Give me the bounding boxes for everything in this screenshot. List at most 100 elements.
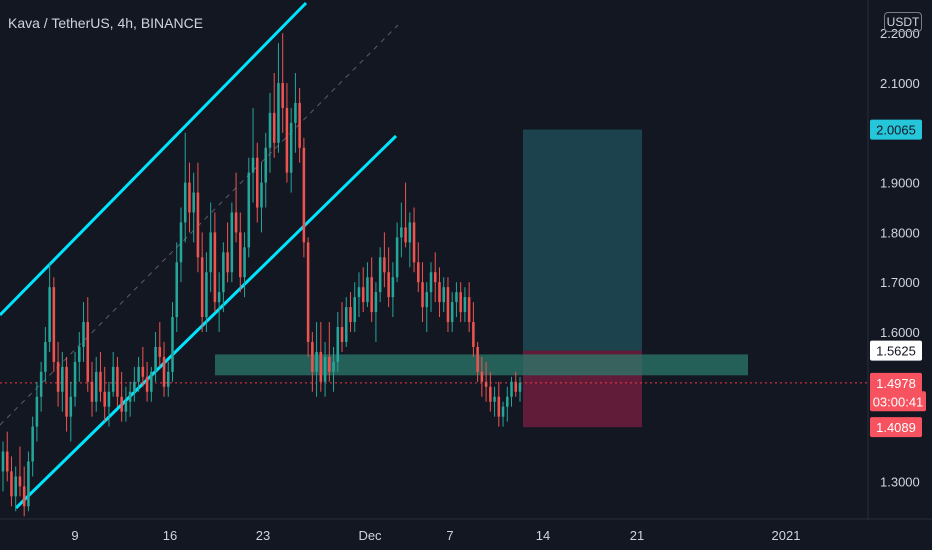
symbol-title[interactable]: Kava / TetherUS, 4h, BINANCE [8,15,204,31]
candle-body [319,351,323,382]
candle-body [298,102,301,148]
time-tick-label: 2021 [772,528,801,543]
candle-body [111,366,115,392]
candle-body [455,292,458,303]
candle-body [438,282,441,303]
time-tick-label: 16 [163,528,177,543]
candle-body [467,297,471,323]
price-tick-label: 1.9000 [880,176,920,191]
candle-body [344,307,348,342]
candle-body [120,396,123,412]
price-label-target: 2.0065 [870,119,922,140]
candle-body [200,257,204,318]
candle-body [387,272,390,298]
candle-body [128,391,132,402]
candle-body [217,292,221,303]
candle-body [192,192,195,213]
candle-body [243,247,246,278]
candle-body [48,287,51,342]
candle-body [39,371,43,397]
candle-body [264,147,268,183]
candle-body [412,222,416,263]
candle-body [107,391,111,407]
candle-body [506,396,509,407]
candle-body [497,396,501,417]
price-label-countdown: 03:00:41 [870,391,926,412]
candle-body [340,327,344,342]
channel-upper-line[interactable] [0,1,308,317]
candle-body [52,287,56,362]
candle-body [323,356,327,382]
candle-body [61,366,64,392]
candle-body [480,371,484,382]
candle-body [145,376,149,392]
candle-body [116,366,119,397]
candle-body [353,297,357,323]
candle-body [226,252,229,273]
candle-body [183,182,187,223]
time-tick-label: 7 [446,528,453,543]
candle-body [272,112,276,143]
candle-body [378,257,382,293]
candle-body [86,322,90,382]
candle-body [328,356,331,372]
candle-body [35,396,39,427]
candle-body [137,366,140,382]
candle-body [213,232,217,303]
candle-body [22,486,26,507]
candle-body [289,122,293,173]
candle-body [281,83,284,108]
candle-body [433,272,437,283]
candle-body [18,476,22,487]
candle-body [421,282,424,308]
price-label-stop: 1.4089 [870,417,922,438]
candle-body [408,222,412,243]
candle-body [69,396,73,417]
currency-button[interactable]: USDT [884,12,922,32]
candle-body [56,361,60,392]
candle-body [175,262,179,318]
candle-body [518,382,522,392]
candle-body [255,157,259,208]
candle-body [82,322,85,347]
candle-body [417,262,420,283]
candle-body [476,346,479,372]
price-tick-label: 2.2000 [880,26,920,41]
time-axis[interactable]: 9 16 23 Dec 7 14 21 2021 [71,528,800,543]
target-zone[interactable] [523,129,642,351]
price-axis[interactable]: 1.3000 1.6000 1.7000 1.8000 1.9000 2.1000 2.20… [880,26,920,489]
candle-body [171,317,174,372]
time-tick-label: 9 [71,528,78,543]
candle-body [209,232,212,273]
price-label-text: 1.4978 [876,376,916,391]
candle-body [90,381,94,402]
price-label-text: 03:00:41 [873,394,924,409]
candle-body [94,371,98,402]
candle-body [1,451,5,472]
candle-body [332,361,335,372]
candles [1,33,522,517]
candle-body [294,102,297,123]
candle-body [277,83,280,143]
candle-body [336,327,340,362]
candle-body [260,182,263,208]
candle-body [5,451,9,472]
candle-body [230,212,234,273]
candle-body [205,272,208,318]
candle-body [141,366,145,377]
price-tick-label: 1.3000 [880,474,920,489]
price-label-text: 2.0065 [876,123,916,138]
candle-body [404,227,407,243]
candle-body [429,272,433,293]
candle-body [450,302,454,323]
candle-body [514,381,518,392]
candle-body [162,356,166,387]
candle-body [44,341,47,372]
candle-body [311,341,314,372]
candle-body [442,287,445,303]
candle-body [383,257,386,273]
candle-body [99,371,102,392]
candle-body [459,292,462,313]
